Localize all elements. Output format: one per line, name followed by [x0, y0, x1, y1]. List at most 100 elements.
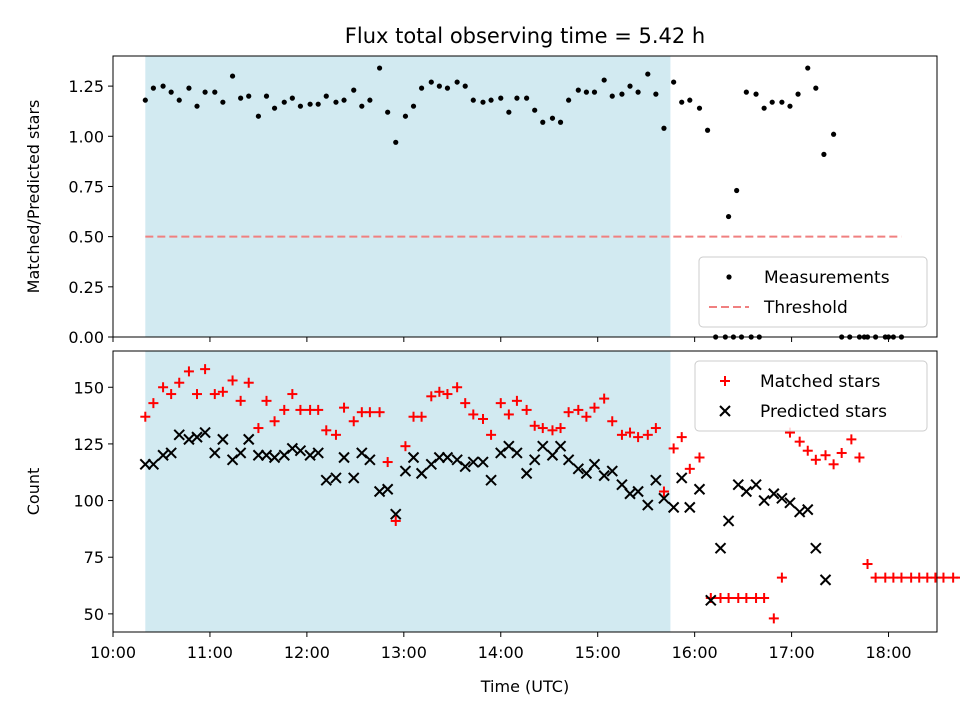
x-tick-label: 14:00 — [478, 643, 524, 662]
data-point — [495, 398, 506, 409]
data-point — [528, 454, 541, 466]
x-tick-label: 11:00 — [187, 643, 233, 662]
data-point — [480, 99, 486, 105]
data-point — [750, 478, 762, 491]
x-b — [520, 467, 533, 480]
data-point — [787, 103, 793, 109]
data-point — [212, 89, 218, 95]
data-point — [390, 508, 402, 520]
data-point — [658, 486, 669, 497]
legend-entry: Matched stars — [720, 372, 880, 392]
data-point — [581, 411, 592, 422]
data-point — [323, 93, 329, 99]
data-point — [632, 485, 644, 498]
y-tick-label: 0.75 — [68, 177, 104, 196]
data-point — [769, 99, 775, 105]
data-point — [619, 91, 625, 97]
data-point — [506, 109, 512, 115]
data-point — [725, 213, 732, 220]
data-point — [294, 445, 307, 457]
data-point — [287, 389, 298, 400]
x-b — [459, 460, 471, 473]
data-point — [650, 423, 661, 434]
x-b — [294, 445, 307, 457]
data-point — [428, 79, 434, 85]
data-point — [199, 426, 211, 439]
data-point — [253, 423, 264, 434]
series-predicted-stars — [139, 426, 832, 606]
data-point — [399, 465, 412, 477]
data-point — [364, 407, 375, 418]
data-point — [268, 451, 281, 464]
x-b — [776, 492, 788, 505]
data-point — [263, 93, 270, 99]
data-point — [348, 416, 359, 427]
data-point — [312, 447, 324, 459]
data-point — [645, 71, 651, 77]
x-b — [415, 467, 428, 480]
data-point — [470, 97, 476, 103]
data-point — [653, 91, 659, 97]
data-point — [722, 515, 735, 527]
data-point — [297, 103, 304, 109]
data-point — [426, 391, 437, 402]
data-point — [260, 449, 273, 461]
legend-label: Threshold — [763, 298, 848, 318]
data-point — [854, 452, 865, 463]
data-point — [537, 423, 548, 434]
plot-frame — [112, 350, 938, 633]
data-point — [234, 447, 247, 459]
data-point — [157, 449, 169, 461]
data-point — [575, 87, 581, 93]
x-b — [667, 501, 680, 514]
x-tick-label: 18:00 — [865, 643, 911, 662]
x-b — [598, 469, 610, 482]
data-point — [813, 85, 819, 91]
x-b — [650, 474, 662, 486]
x-b — [819, 574, 832, 586]
data-point — [549, 115, 556, 121]
data-point — [524, 95, 530, 101]
data-point — [740, 485, 753, 498]
x-b — [758, 494, 770, 507]
data-point — [555, 423, 566, 434]
x-b — [485, 474, 497, 486]
data-point — [289, 95, 295, 101]
x-tick-label: 16:00 — [672, 643, 718, 662]
data-point — [373, 485, 386, 498]
data-point — [183, 366, 194, 377]
data-point — [635, 89, 641, 95]
data-point — [795, 91, 801, 97]
data-point — [160, 83, 166, 89]
data-point — [583, 89, 589, 95]
data-point — [402, 113, 409, 119]
data-point — [142, 97, 148, 103]
y-tick-label: 75 — [84, 548, 104, 567]
data-point — [436, 83, 442, 89]
data-point — [741, 593, 752, 604]
data-point — [315, 101, 321, 107]
data-point — [376, 65, 383, 71]
x-b — [467, 456, 480, 468]
x-b — [356, 447, 368, 459]
x-b — [705, 594, 717, 606]
data-point — [562, 454, 575, 466]
legend-entry: Measurements — [726, 268, 890, 288]
data-point — [486, 429, 497, 440]
data-point — [140, 411, 151, 422]
data-point — [676, 472, 688, 484]
data-point — [485, 474, 497, 486]
observing-span — [145, 56, 671, 337]
data-point — [520, 467, 533, 480]
y-tick-label: 50 — [84, 605, 104, 624]
data-point — [633, 432, 644, 443]
data-point — [400, 441, 411, 452]
data-point — [359, 103, 365, 109]
data-point — [217, 433, 229, 446]
data-point — [367, 97, 373, 103]
data-point — [784, 497, 796, 509]
data-point — [572, 463, 585, 475]
data-point — [295, 404, 306, 415]
x-tick-label: 15:00 — [575, 643, 621, 662]
data-point — [410, 103, 417, 109]
